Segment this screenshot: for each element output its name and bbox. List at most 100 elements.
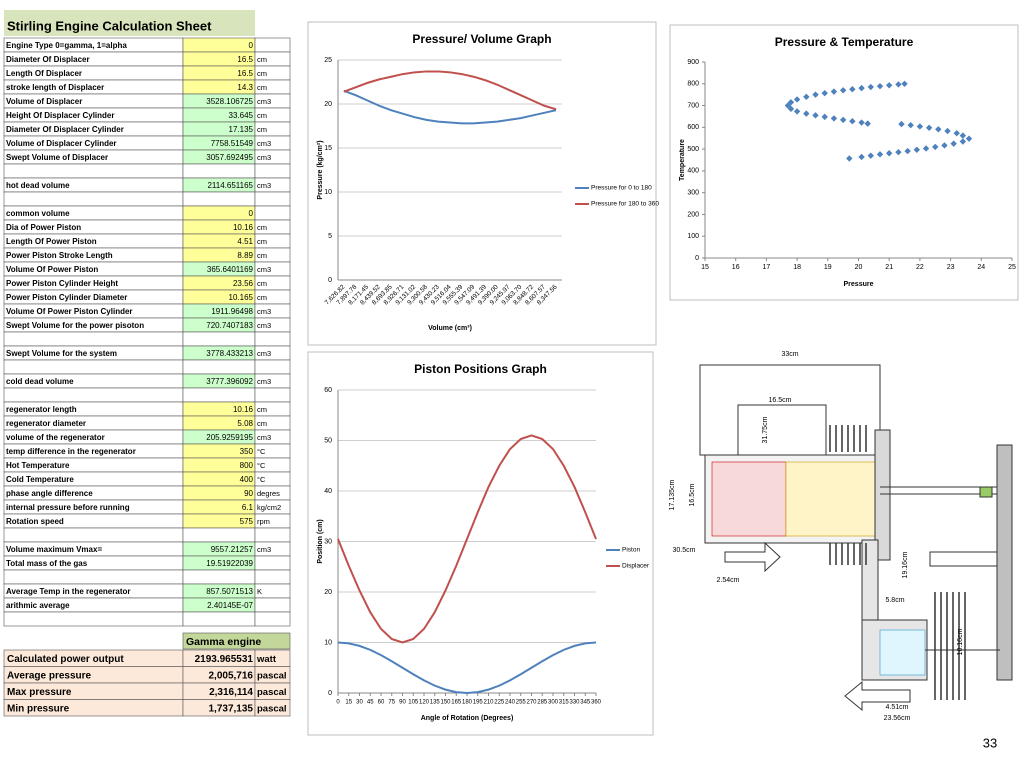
result-value: 1,737,135 — [209, 703, 254, 714]
x-tick-label: 45 — [367, 700, 374, 706]
row-value: 10.16 — [233, 405, 254, 414]
cell — [254, 191, 291, 207]
row-unit: cm3 — [257, 139, 271, 148]
cell — [254, 699, 291, 717]
row-value: 400 — [240, 475, 254, 484]
point — [886, 150, 893, 157]
x-tick-label: 22 — [916, 264, 924, 271]
point — [849, 86, 856, 93]
result-unit: watt — [256, 654, 277, 665]
point — [787, 99, 795, 106]
row-label: hot dead volume — [6, 181, 70, 190]
row-unit: cm3 — [257, 349, 271, 358]
row-unit: cm3 — [257, 433, 271, 442]
x-tick-label: 17 — [763, 264, 771, 271]
top-plate — [737, 404, 827, 456]
x-tick-label: 120 — [419, 700, 430, 706]
x-tick-label: 20 — [855, 264, 863, 271]
point — [839, 87, 847, 94]
y-tick-label: 50 — [324, 437, 332, 444]
cell — [254, 569, 291, 585]
row-value: 90 — [244, 489, 253, 498]
row-unit: cm — [257, 55, 267, 64]
row-label: regenerator diameter — [6, 419, 86, 428]
point — [830, 88, 838, 95]
row-unit: cm — [257, 405, 267, 414]
row-value: 9557.21257 — [211, 545, 254, 554]
row-unit: cm — [257, 293, 267, 302]
row-label: Volume maximum Vmax= — [6, 545, 102, 554]
series-line — [343, 89, 557, 125]
row-label: temp difference in the regenerator — [6, 447, 136, 456]
y-tick-label: 300 — [687, 190, 699, 197]
row-label: Length Of Power Piston — [6, 237, 97, 246]
engine-diagram — [699, 364, 1013, 712]
x-tick-label: 25 — [1008, 264, 1016, 271]
row-unit: cm3 — [257, 545, 271, 554]
row-label: Height Of Displacer Cylinder — [6, 111, 114, 120]
row-unit: cm — [257, 237, 267, 246]
row-value: 857.5071513 — [206, 587, 253, 596]
row-unit: cm3 — [257, 181, 271, 190]
crank — [929, 551, 998, 567]
y-axis-title: Pressure (kg/cm²) — [317, 140, 324, 199]
point — [821, 89, 828, 97]
row-unit: cm3 — [257, 307, 271, 316]
x-tick-label: 165 — [451, 700, 462, 706]
dimension-label: 5.8cm — [885, 597, 904, 604]
point — [849, 118, 856, 125]
row-value: 4.51 — [237, 237, 253, 246]
row-label: internal pressure before running — [6, 503, 130, 512]
dimension-label: 31.75cm — [762, 416, 769, 443]
row-value: 6.1 — [242, 503, 254, 512]
cell — [182, 387, 256, 403]
x-tick-label: 75 — [388, 700, 395, 706]
y-tick-label: 400 — [687, 168, 699, 175]
row-unit: cm — [257, 419, 267, 428]
cell — [3, 387, 184, 403]
row-value: 10.16 — [233, 223, 254, 232]
dimension-label: 2.54cm — [717, 577, 740, 584]
row-label: Volume of Displacer — [6, 97, 82, 106]
cell — [3, 191, 184, 207]
x-tick-label: 180 — [462, 700, 473, 706]
x-tick-label: 16 — [732, 264, 740, 271]
row-unit: cm3 — [257, 97, 271, 106]
joint — [979, 486, 993, 498]
row-unit: °C — [257, 475, 266, 484]
point — [953, 130, 960, 137]
y-tick-label: 30 — [324, 538, 332, 545]
cell — [3, 611, 184, 627]
x-tick-label: 135 — [430, 700, 441, 706]
outer-frame — [699, 364, 881, 456]
point — [950, 140, 957, 147]
chart-frame — [669, 24, 1019, 301]
point — [830, 115, 838, 122]
cell — [182, 527, 256, 543]
legend-label: Pressure for 180 to 360 — [591, 201, 659, 208]
y-tick-label: 0 — [695, 255, 699, 262]
dimension-label: 17.135cm — [669, 479, 676, 510]
point — [803, 93, 810, 101]
x-tick-label: 23 — [947, 264, 955, 271]
y-tick-label: 40 — [324, 488, 332, 495]
row-value: 16.5 — [237, 55, 253, 64]
row-label: phase angle difference — [6, 489, 93, 498]
series-line — [343, 70, 557, 111]
x-tick-label: 105 — [408, 700, 419, 706]
dimension-label: 16.5cm — [689, 483, 696, 506]
cell — [182, 569, 256, 585]
x-tick-label: 30 — [356, 700, 363, 706]
x-axis-title: Volume (cm³) — [428, 325, 472, 332]
y-axis-title: Temperature — [679, 139, 686, 181]
point — [839, 116, 847, 124]
row-unit: °C — [257, 461, 266, 470]
dimension-label: 4.51cm — [886, 704, 909, 711]
results-header: Gamma engine — [186, 636, 261, 648]
row-label: Diameter Of Displacer — [6, 55, 90, 64]
row-label: common volume — [6, 209, 70, 218]
row-value: 10.165 — [229, 293, 254, 302]
row-label: regenerator length — [6, 405, 77, 414]
point — [901, 80, 908, 87]
cell — [254, 205, 291, 221]
